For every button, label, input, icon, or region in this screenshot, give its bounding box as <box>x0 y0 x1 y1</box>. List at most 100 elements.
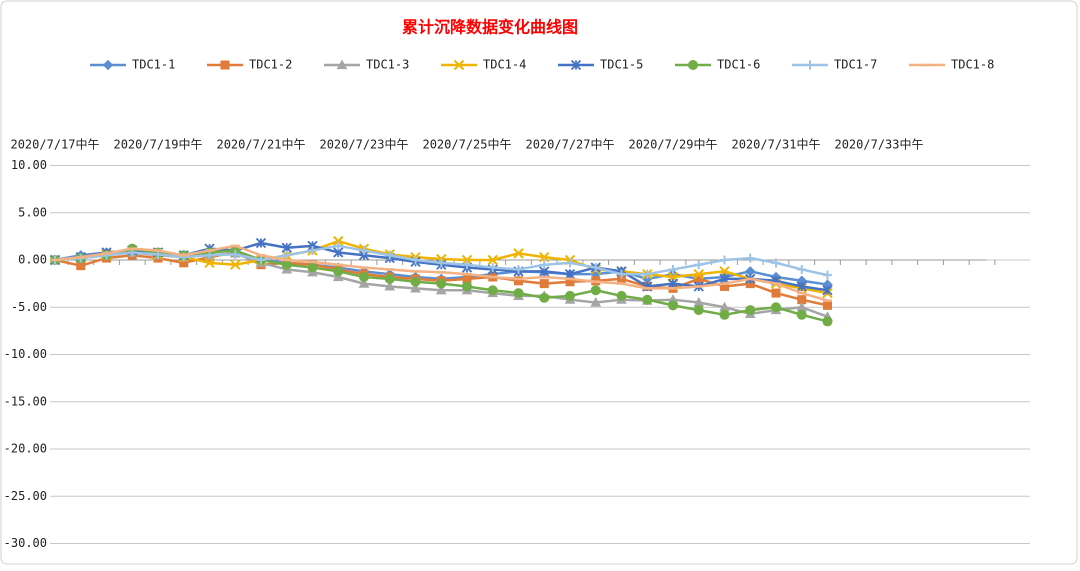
marker <box>719 309 730 320</box>
marker <box>745 305 756 316</box>
marker <box>590 285 601 296</box>
marker <box>359 246 369 256</box>
y-tick-label: 10.00 <box>11 158 47 172</box>
marker <box>513 248 524 259</box>
marker <box>797 264 807 274</box>
marker <box>668 264 678 274</box>
y-tick-label: -25.00 <box>4 489 47 503</box>
legend-label: TDC1-3 <box>366 58 409 72</box>
marker <box>771 302 781 313</box>
marker <box>230 259 241 270</box>
marker <box>487 254 498 266</box>
marker <box>255 237 267 249</box>
marker <box>539 279 549 289</box>
marker <box>720 255 729 265</box>
legend-label: TDC1-5 <box>600 58 643 72</box>
chart-title: 累计沉降数据变化曲线图 <box>402 18 578 37</box>
marker <box>230 249 240 259</box>
marker <box>205 250 214 260</box>
marker <box>539 260 549 270</box>
marker <box>281 242 292 253</box>
marker <box>771 258 781 268</box>
marker <box>385 250 395 260</box>
marker <box>487 285 498 296</box>
x-tick-label: 2020/7/31中午 <box>731 137 820 152</box>
marker <box>570 59 582 71</box>
marker <box>565 290 575 301</box>
marker <box>282 250 292 260</box>
x-tick-label: 2020/7/17中午 <box>10 137 99 152</box>
x-tick-label: 2020/7/25中午 <box>422 137 511 152</box>
legend-label: TDC1-7 <box>834 58 877 72</box>
legend-label: TDC1-2 <box>249 58 292 72</box>
marker <box>693 305 704 316</box>
marker <box>384 273 395 284</box>
marker <box>514 264 523 274</box>
marker <box>453 59 465 71</box>
marker <box>667 278 679 289</box>
marker <box>514 276 523 286</box>
marker <box>616 290 627 301</box>
x-tick-label: 2020/7/21中午 <box>216 137 305 152</box>
x-tick-label: 2020/7/23中午 <box>319 137 408 152</box>
y-tick-label: -10.00 <box>4 347 47 361</box>
legend-label: TDC1-6 <box>717 58 760 72</box>
marker <box>539 251 550 263</box>
legend-label: TDC1-8 <box>951 58 994 72</box>
marker <box>436 258 446 268</box>
marker <box>411 255 420 265</box>
marker <box>513 288 524 299</box>
y-tick-label: 0.00 <box>18 253 47 267</box>
marker <box>564 269 576 280</box>
marker <box>617 269 626 279</box>
marker <box>102 59 114 71</box>
marker <box>384 280 396 291</box>
marker <box>565 258 575 268</box>
y-tick-label: -15.00 <box>4 394 47 408</box>
marker <box>220 60 230 70</box>
marker <box>822 316 833 327</box>
x-tick-label: 2020/7/19中午 <box>113 137 202 152</box>
marker <box>688 60 698 70</box>
marker <box>436 278 447 289</box>
marker <box>435 284 447 295</box>
marker <box>642 294 653 305</box>
legend-label: TDC1-1 <box>132 58 175 72</box>
marker <box>336 59 348 70</box>
marker <box>693 268 704 280</box>
y-tick-label: -30.00 <box>4 536 47 550</box>
x-tick-label: 2020/7/29中午 <box>628 137 717 152</box>
y-tick-label: -5.00 <box>11 300 47 314</box>
marker <box>823 270 832 280</box>
marker <box>410 276 421 287</box>
marker <box>796 281 807 292</box>
marker <box>333 235 344 247</box>
marker <box>590 296 602 307</box>
marker <box>461 254 473 266</box>
marker <box>358 278 370 288</box>
marker <box>805 60 815 70</box>
marker <box>333 266 344 277</box>
marker <box>332 271 344 282</box>
marker <box>359 272 369 283</box>
marker <box>333 241 343 251</box>
marker <box>539 292 550 303</box>
marker <box>256 255 266 265</box>
marker <box>410 282 421 293</box>
marker <box>823 300 832 310</box>
marker <box>462 281 472 292</box>
marker <box>204 257 215 269</box>
marker <box>308 246 317 256</box>
marker <box>307 262 318 273</box>
y-tick-label: 5.00 <box>18 205 47 219</box>
marker <box>488 263 498 273</box>
x-tick-label: 2020/7/33中午 <box>834 137 923 152</box>
marker <box>719 266 730 277</box>
marker <box>668 300 678 311</box>
marker <box>462 260 472 270</box>
marker <box>591 263 601 273</box>
marker <box>822 285 833 296</box>
marker <box>642 269 652 279</box>
marker <box>694 260 704 270</box>
